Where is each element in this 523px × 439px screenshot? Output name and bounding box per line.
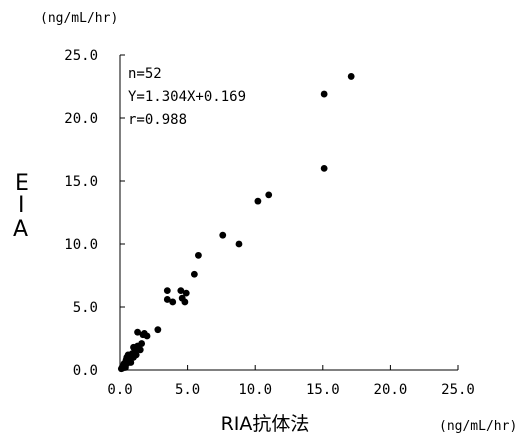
y-unit-label: (ng/mL/hr) [40, 11, 118, 26]
x-ticks: 0.0 5.0 10.0 15.0 20.0 25.0 [107, 365, 475, 398]
data-point [163, 287, 171, 295]
data-point [320, 165, 328, 172]
data-point [235, 240, 243, 248]
y-tick-label: 25.0 [64, 48, 98, 64]
data-point [134, 328, 141, 336]
data-point [132, 351, 140, 359]
data-point [181, 298, 189, 306]
data-point [154, 326, 162, 334]
data-point [163, 296, 171, 303]
x-axis-label: RIA抗体法 [221, 413, 310, 435]
y-tick-label: 10.0 [64, 237, 98, 253]
y-axis-label-char-a: A [13, 217, 28, 242]
data-point [347, 73, 355, 80]
data-point [138, 340, 146, 347]
annotation-equation: Y=1.304X+0.169 [128, 89, 246, 105]
data-point [195, 251, 202, 259]
data-point [320, 90, 328, 98]
data-point [254, 197, 262, 205]
data-point [177, 287, 185, 295]
x-tick-label: 10.0 [238, 382, 272, 398]
y-axis-label-char-i: I [18, 193, 25, 218]
data-point [136, 346, 144, 354]
data-point [265, 191, 273, 199]
data-point [169, 298, 177, 306]
data-point [127, 359, 135, 366]
x-tick-label: 25.0 [441, 382, 475, 398]
annotation-r: r=0.988 [128, 112, 187, 128]
x-tick-label: 0.0 [107, 382, 132, 398]
y-tick-label: 15.0 [64, 174, 98, 190]
y-ticks: 0.0 5.0 10.0 15.0 20.0 25.0 [64, 48, 125, 379]
x-tick-label: 15.0 [306, 382, 340, 398]
y-tick-label: 20.0 [64, 111, 98, 127]
y-tick-label: 0.0 [73, 363, 98, 379]
x-unit-label: (ng/mL/hr) [439, 419, 517, 434]
data-point [190, 270, 198, 278]
x-tick-label: 20.0 [374, 382, 408, 398]
data-point [219, 231, 227, 239]
y-tick-label: 5.0 [73, 300, 98, 316]
y-axis-label-char-e: E [15, 171, 29, 196]
data-point [182, 289, 190, 297]
data-point [143, 332, 151, 340]
annotation-n: n=52 [128, 66, 162, 82]
x-tick-label: 5.0 [175, 382, 200, 398]
data-points [117, 73, 355, 373]
